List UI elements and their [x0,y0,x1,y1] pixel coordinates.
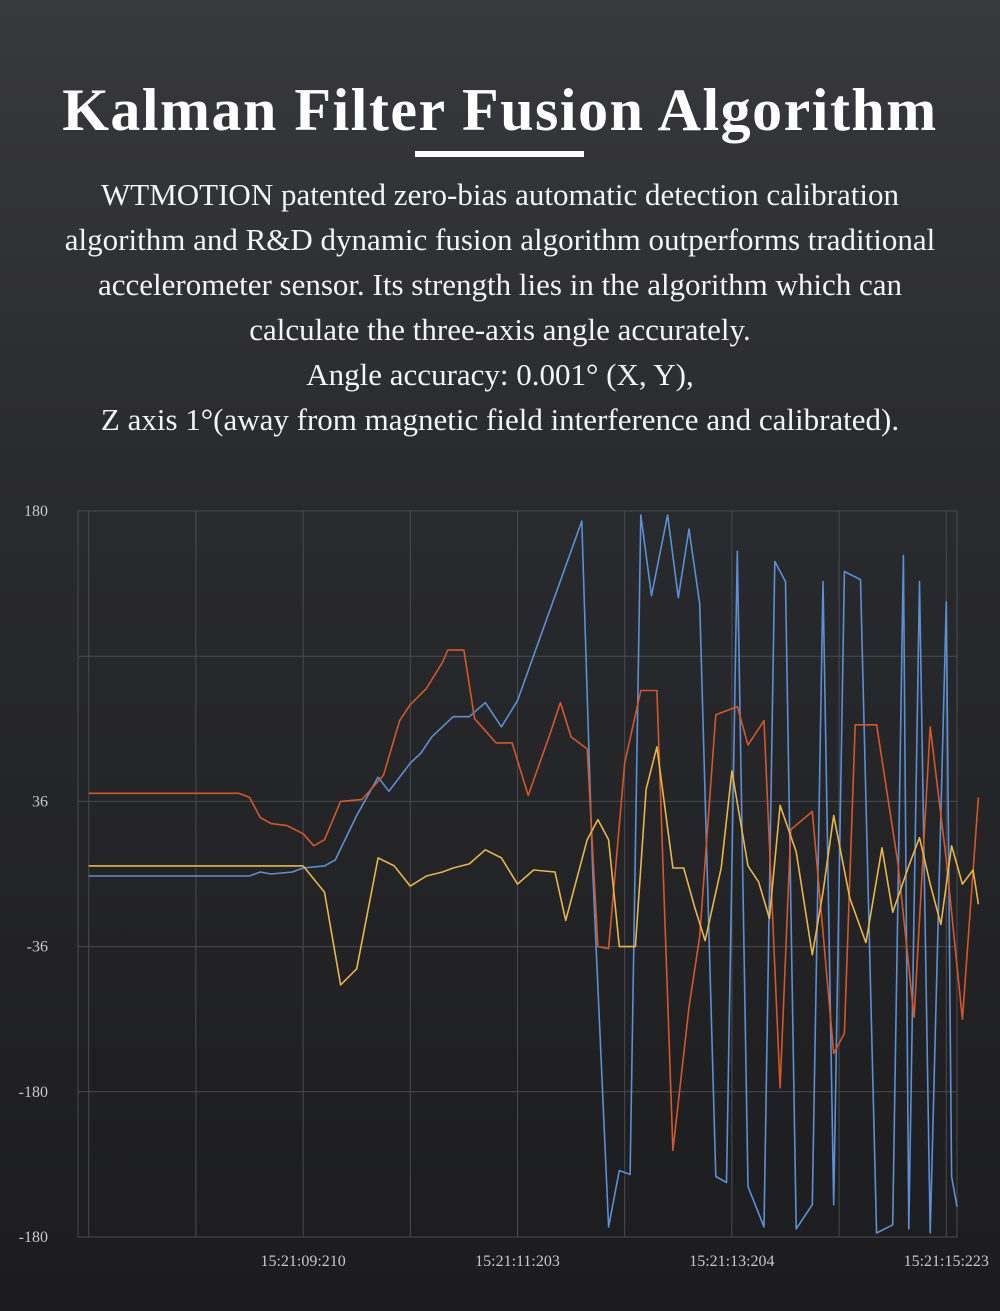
description-line: WTMOTION patented zero-bias automatic de… [101,177,899,212]
x-tick-label: 15:21:09:210 [260,1253,345,1270]
series-layer [88,514,980,1234]
series-line-1 [88,514,958,1234]
description-line: Z axis 1°(away from magnetic field inter… [100,402,900,437]
page-title: Kalman Filter Fusion Algorithm [62,77,938,143]
series-line-2 [88,649,980,1152]
plot-frame [77,510,958,1238]
y-tick-label: 180 [24,503,48,520]
description-line: algorithm and R&D dynamic fusion algorit… [64,222,936,257]
description-line: accelerometer sensor. Its strength lies … [97,267,903,302]
x-tick-label: 15:21:11:203 [475,1253,560,1270]
x-tick-label: 15:21:15:223 [904,1253,989,1270]
series-line-3 [88,746,980,986]
title-underline [415,151,584,157]
description-line: Angle accuracy: 0.001° (X, Y), [306,357,694,392]
chart-svg: 180 36 -36 -180 -180 15:21:09:210 15:21:11:203… [19,503,989,1270]
y-tick-label: -180 [19,1084,48,1101]
x-tick-label: 15:21:13:204 [689,1253,774,1270]
y-tick-label: -36 [27,939,48,956]
y-tick-label: 36 [32,793,48,810]
y-tick-label: -180 [19,1229,48,1246]
angle-line-chart: 180 36 -36 -180 -180 15:21:09:210 15:21:11:203… [0,490,1000,1290]
label-layer: 180 36 -36 -180 -180 15:21:09:210 15:21:11:203… [19,503,989,1270]
description: WTMOTION patented zero-bias automatic de… [0,172,1000,442]
description-line: calculate the three-axis angle accuratel… [249,312,751,347]
grid-layer [77,510,958,1238]
